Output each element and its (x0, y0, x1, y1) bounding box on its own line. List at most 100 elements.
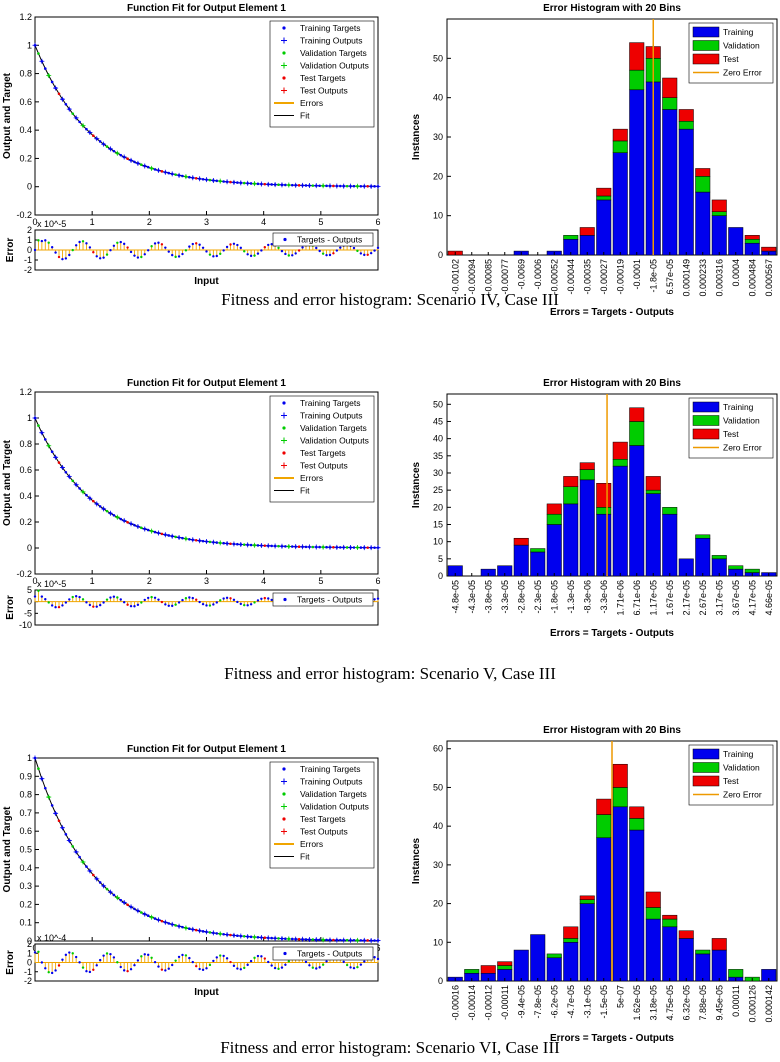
hist-legend-swatch (692, 748, 720, 760)
hist-bar-validation (744, 568, 760, 573)
fit-output-point (252, 181, 258, 187)
fit-ytick-label: 0 (27, 182, 32, 192)
hist-ylabel: Instances (411, 113, 422, 160)
error-point (256, 252, 260, 255)
error-point (109, 952, 112, 956)
error-point (133, 963, 136, 967)
hist-xtick-label: 6.57e-05 (665, 259, 675, 295)
fit-target-point (284, 545, 287, 548)
error-point (153, 596, 157, 599)
fit-target-point (188, 927, 191, 931)
fit-target-point (256, 544, 260, 547)
fit-output-point (53, 85, 59, 91)
error-point (304, 960, 308, 964)
fit-output-point (66, 474, 72, 480)
hist-bar-test (629, 806, 645, 819)
error-ytick-label: 0 (27, 958, 32, 968)
hist-bar-training (579, 903, 595, 982)
error-point (318, 966, 321, 969)
fit-output-point (313, 544, 319, 550)
fit-target-point (242, 181, 246, 185)
fit-target-point (229, 180, 232, 184)
hist-bar-training (546, 957, 562, 982)
fit-target-point (229, 542, 232, 546)
hist-bar-training (596, 199, 612, 256)
hist-xtick-label: -0.00011 (500, 985, 510, 1020)
hist-bar-test (596, 187, 612, 197)
fit-output-point (46, 794, 52, 800)
error-point (198, 243, 201, 246)
fit-target-point (311, 184, 315, 187)
error-point (71, 595, 74, 599)
hist-bar-test (596, 798, 612, 815)
hist-title: Error Histogram with 20 Bins (543, 378, 681, 389)
hist-bar-validation (629, 69, 645, 91)
fit-output-point (341, 937, 347, 943)
fit-output-point (272, 182, 278, 188)
error-point (208, 253, 212, 256)
fit-output-point (375, 545, 381, 551)
fit-target-point (208, 931, 212, 934)
hist-bar-validation (695, 949, 711, 955)
hist-legend-label: Test (723, 54, 739, 64)
error-legend-marker (283, 951, 287, 956)
hist-xtick-label: 0.000567 (764, 259, 774, 297)
error-point (54, 969, 57, 972)
hist-ytick-label: 20 (433, 171, 443, 181)
fit-output-point (320, 544, 326, 550)
fit-target-point (236, 542, 239, 546)
hist-bar-training (530, 551, 546, 577)
fit-target-point (188, 537, 191, 541)
hist-legend-swatch (692, 762, 720, 773)
error-exponent-label: x 10^-5 (37, 579, 66, 589)
error-point (315, 967, 318, 970)
fit-output-point (73, 115, 79, 121)
error-point (116, 241, 119, 244)
error-point (105, 952, 109, 955)
hist-bar-test (711, 199, 727, 212)
hist-bar-validation (645, 489, 661, 494)
fit-output-point (87, 130, 93, 136)
fit-target-point (64, 833, 68, 836)
fit-target-point (345, 184, 349, 188)
legend-plus-marker (281, 462, 287, 469)
fit-target-point (263, 544, 267, 547)
error-point (356, 965, 359, 969)
hist-bar-training (728, 227, 744, 256)
error-point (143, 953, 146, 956)
fit-legend-label: Training Outputs (300, 411, 363, 421)
hist-bar-training (612, 465, 628, 577)
hist-legend-label: Zero Error (723, 443, 762, 453)
fit-output-point (46, 72, 52, 78)
error-point (112, 956, 116, 959)
error-point (373, 956, 376, 959)
hist-xtick-label: -3.3e-05 (500, 580, 510, 614)
fit-target-point (222, 180, 225, 183)
error-point (246, 253, 249, 256)
hist-xtick-label: 6.32e-05 (681, 985, 691, 1021)
fit-target-point (112, 149, 116, 153)
fit-output-point (368, 183, 374, 189)
fit-output-point (306, 936, 312, 942)
fit-target-point (153, 530, 157, 534)
fit-target-point (160, 919, 164, 923)
fit-target-point (174, 535, 177, 539)
hist-bar-validation (546, 953, 562, 959)
fit-target-point (119, 898, 123, 902)
fit-target-point (64, 102, 68, 106)
fit-target-point (290, 183, 294, 187)
fit-legend-label: Validation Outputs (300, 436, 369, 446)
hist-xlabel: Errors = Targets - Outputs (550, 1033, 674, 1044)
hist-bar-validation (497, 965, 513, 970)
fit-ytick-label: 0.9 (19, 771, 32, 781)
hist-title: Error Histogram with 20 Bins (543, 725, 681, 736)
fit-target-point (297, 545, 301, 549)
error-point (239, 968, 242, 971)
error-point (85, 970, 88, 973)
hist-bar-test (695, 168, 711, 177)
fit-output-point (368, 937, 374, 943)
error-point (160, 243, 164, 246)
fit-output-point (231, 179, 237, 185)
hist-ytick-label: 0 (438, 976, 443, 986)
error-point (50, 971, 54, 975)
